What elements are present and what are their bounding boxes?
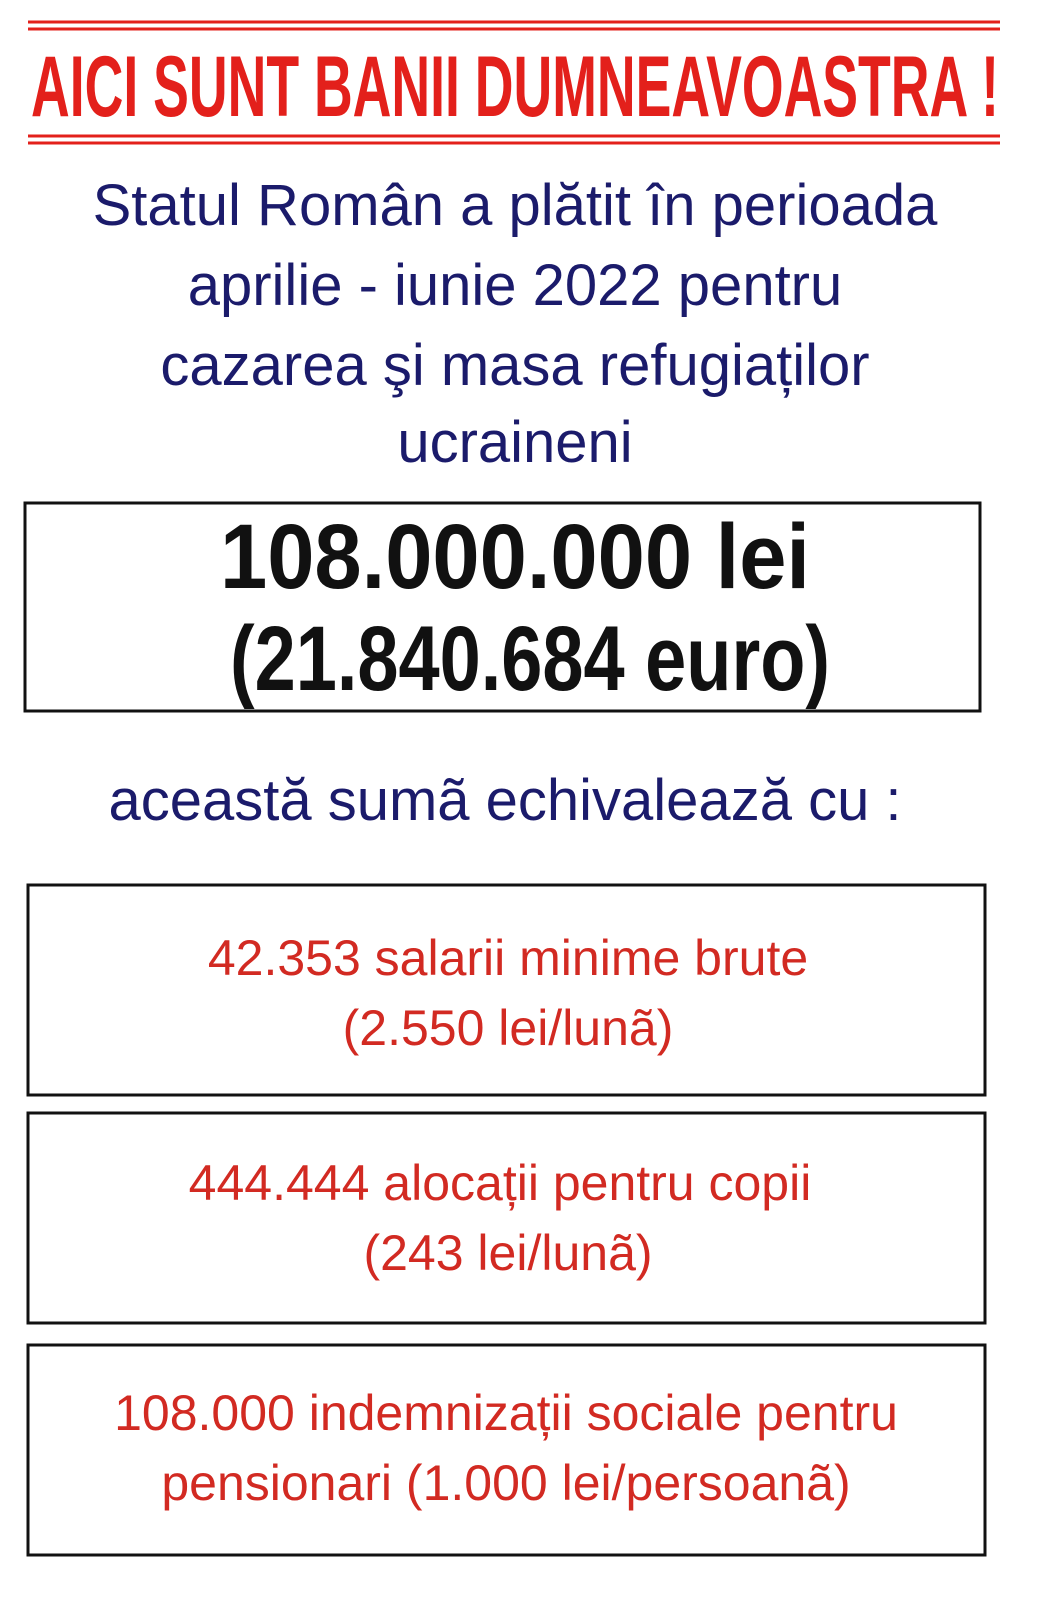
total-box xyxy=(23,501,982,713)
item-line: 108.000 indemnizații sociale pentru xyxy=(114,1385,898,1441)
total-line: (21.840.684 euro) xyxy=(230,608,830,710)
item-box xyxy=(26,1111,987,1325)
item-box xyxy=(26,883,987,1097)
intro-line: cazarea şi masa refugiaților xyxy=(160,333,869,398)
intro-line: Statul Român a plătit în perioada xyxy=(93,173,938,238)
item-line: pensionari (1.000 lei/persoanã) xyxy=(161,1455,850,1511)
item-line: (243 lei/lunã) xyxy=(363,1225,652,1281)
intro-line: aprilie - iunie 2022 pentru xyxy=(188,253,843,318)
item-box xyxy=(26,1343,987,1557)
subtitle: această sumã echivalează cu : xyxy=(108,768,901,833)
title: AICI SUNT BANII DUMNEAVOASTRA ! xyxy=(31,39,999,135)
item-line: 444.444 alocații pentru copii xyxy=(189,1155,812,1211)
item-line: (2.550 lei/lunã) xyxy=(343,1000,674,1056)
item-line: 42.353 salarii minime brute xyxy=(208,930,808,986)
total-line: 108.000.000 lei xyxy=(220,506,810,608)
intro-line: ucraineni xyxy=(397,410,632,475)
